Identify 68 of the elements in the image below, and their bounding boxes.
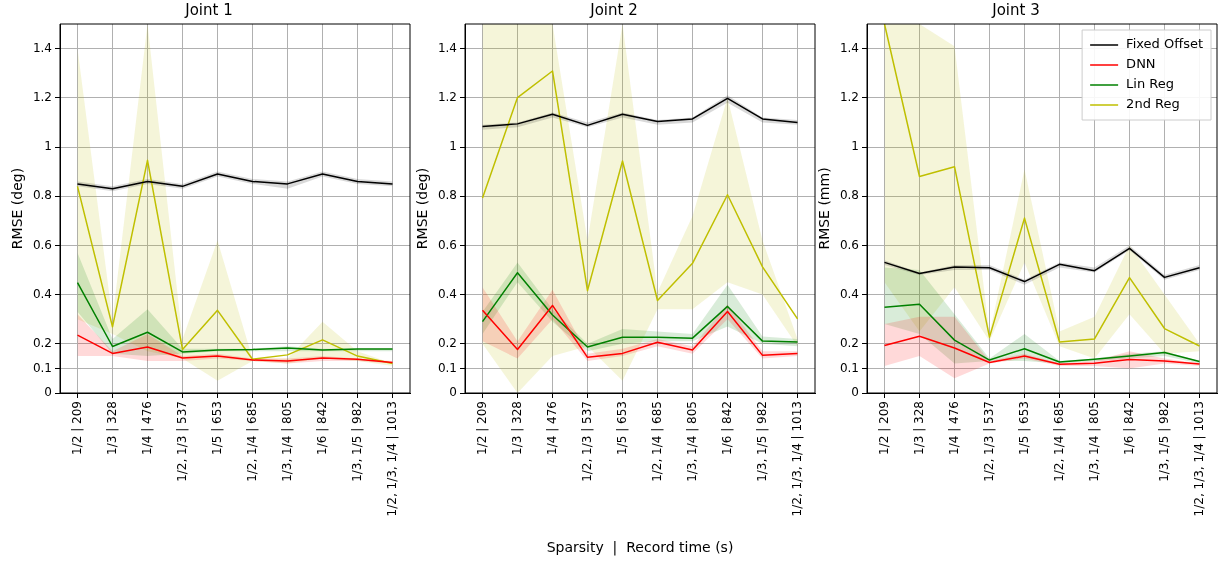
x-tick-label: 1/2, 1/3 | 537 (579, 401, 594, 482)
x-tick-label: 1/5 | 653 (1016, 401, 1031, 455)
x-tick-label: 1/2, 1/3 | 537 (174, 401, 189, 482)
x-tick-label: 1/3, 1/5 | 982 (754, 401, 769, 482)
y-tick-label: 0.8 (32, 188, 52, 203)
x-tick-label: 1/3, 1/5 | 982 (1156, 401, 1171, 482)
y-tick-label: 0.4 (32, 286, 52, 301)
y-tick-label: 0.1 (839, 360, 859, 375)
x-tick-label: 1/5 | 653 (614, 401, 629, 455)
y-tick-label: 0.2 (839, 335, 859, 350)
x-tick-label: 1/2, 1/3, 1/4 | 1013 (1191, 401, 1206, 517)
y-axis-title: RMSE (mm) (816, 167, 833, 250)
x-tick-label: 1/2, 1/3, 1/4 | 1013 (789, 401, 804, 517)
y-tick-label: 1.2 (32, 89, 52, 104)
legend-label: Lin Reg (1126, 76, 1175, 92)
y-tick-label: 0.4 (437, 286, 457, 301)
y-tick-label: 1 (449, 139, 457, 154)
y-axis-title: RMSE (deg) (414, 167, 431, 250)
y-tick-label: 1.2 (839, 89, 859, 104)
x-tick-label: 1/3, 1/4 | 805 (279, 401, 294, 482)
y-tick-label: 1 (851, 139, 859, 154)
chart-title: Joint 1 (184, 0, 233, 19)
y-tick-label: 1.4 (32, 40, 52, 55)
x-tick-label: 1/3 | 328 (509, 401, 524, 455)
legend-label: Fixed Offset (1126, 36, 1204, 52)
y-tick-label: 0.6 (32, 237, 52, 252)
y-axis-title: RMSE (deg) (9, 167, 26, 250)
x-tick-label: 1/3 | 328 (911, 401, 926, 455)
y-tick-label: 0 (449, 385, 457, 400)
x-tick-label: 1/3, 1/4 | 805 (1086, 401, 1101, 482)
x-tick-label: 1/2, 1/4 | 685 (1051, 401, 1066, 482)
x-tick-label: 1/6 | 842 (1121, 401, 1136, 455)
x-tick-label: 1/2, 1/3 | 537 (981, 401, 996, 482)
chart-title: Joint 3 (991, 0, 1040, 19)
x-tick-label: 1/6 | 842 (719, 401, 734, 455)
x-tick-label: 1/5 | 653 (209, 401, 224, 455)
x-axis-title: Sparsity | Record time (s) (546, 539, 734, 557)
y-tick-label: 1 (44, 139, 52, 154)
x-tick-label: 1/4 | 476 (139, 401, 154, 455)
y-tick-label: 0.2 (437, 335, 457, 350)
x-tick-label: 1/2, 1/4 | 685 (244, 401, 259, 482)
x-tick-label: 1/2 | 209 (69, 401, 84, 455)
y-tick-label: 0.8 (437, 188, 457, 203)
x-tick-label: 1/4 | 476 (946, 401, 961, 455)
x-tick-label: 1/3, 1/5 | 982 (349, 401, 364, 482)
x-tick-label: 1/3, 1/4 | 805 (684, 401, 699, 482)
x-tick-label: 1/2, 1/3, 1/4 | 1013 (384, 401, 399, 517)
x-tick-label: 1/3 | 328 (104, 401, 119, 455)
chart-title: Joint 2 (589, 0, 638, 19)
y-tick-label: 1.4 (839, 40, 859, 55)
y-tick-label: 0.1 (437, 360, 457, 375)
y-tick-label: 0.4 (839, 286, 859, 301)
y-tick-label: 0 (851, 385, 859, 400)
y-tick-label: 0.2 (32, 335, 52, 350)
y-tick-label: 0.6 (839, 237, 859, 252)
legend-label: 2nd Reg (1126, 96, 1180, 112)
x-tick-label: 1/2 | 209 (474, 401, 489, 455)
y-tick-label: 0.1 (32, 360, 52, 375)
x-tick-label: 1/4 | 476 (544, 401, 559, 455)
legend-label: DNN (1126, 56, 1156, 72)
x-tick-label: 1/6 | 842 (314, 401, 329, 455)
y-tick-label: 0.8 (839, 188, 859, 203)
y-tick-label: 1.2 (437, 89, 457, 104)
y-tick-label: 1.4 (437, 40, 457, 55)
x-tick-label: 1/2 | 209 (876, 401, 891, 455)
y-tick-label: 0 (44, 385, 52, 400)
y-tick-label: 0.6 (437, 237, 457, 252)
x-tick-label: 1/2, 1/4 | 685 (649, 401, 664, 482)
